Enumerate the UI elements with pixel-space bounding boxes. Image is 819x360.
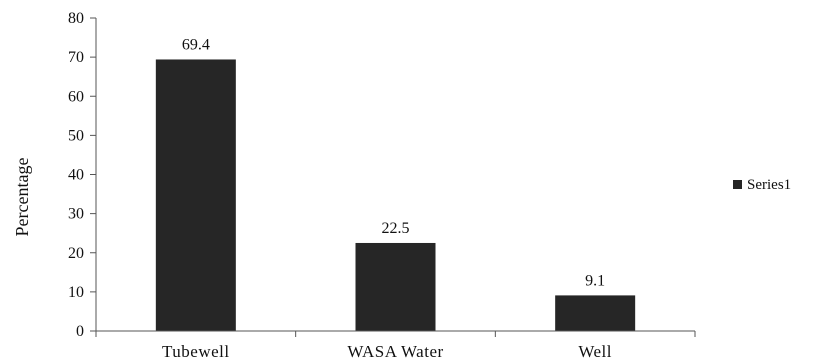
data-label-wasa-water: 22.5 — [382, 220, 410, 237]
legend-swatch-series1 — [733, 180, 742, 189]
y-tick-label-40: 40 — [68, 167, 84, 184]
x-tick-label-well: Well — [578, 342, 612, 360]
bar-wasa-water — [355, 242, 436, 331]
bar-tubewell — [155, 59, 236, 331]
y-tick-label-20: 20 — [68, 245, 84, 262]
y-axis: 0 10 20 30 40 50 60 70 80 — [68, 10, 97, 340]
y-tick-label-50: 50 — [68, 127, 84, 144]
x-tick-label-wasa-water: WASA Water — [347, 342, 443, 360]
x-tick-label-tubewell: Tubewell — [162, 342, 230, 360]
x-axis: Tubewell WASA Water Well — [95, 330, 696, 360]
data-label-well: 9.1 — [585, 272, 605, 289]
data-label-tubewell: 69.4 — [182, 36, 210, 53]
legend-label-series1: Series1 — [747, 177, 791, 193]
y-tick-label-10: 10 — [68, 284, 84, 301]
y-tick-label-30: 30 — [68, 206, 84, 223]
bar-well — [555, 295, 636, 331]
y-tick-label-70: 70 — [68, 49, 84, 66]
y-tick-label-60: 60 — [68, 88, 84, 105]
y-axis-title: Percentage — [12, 158, 32, 237]
y-tick-label-80: 80 — [68, 10, 84, 27]
y-tick-label-0: 0 — [76, 323, 84, 340]
bars: 69.4 22.5 9.1 — [155, 36, 636, 331]
legend: Series1 — [733, 177, 791, 193]
